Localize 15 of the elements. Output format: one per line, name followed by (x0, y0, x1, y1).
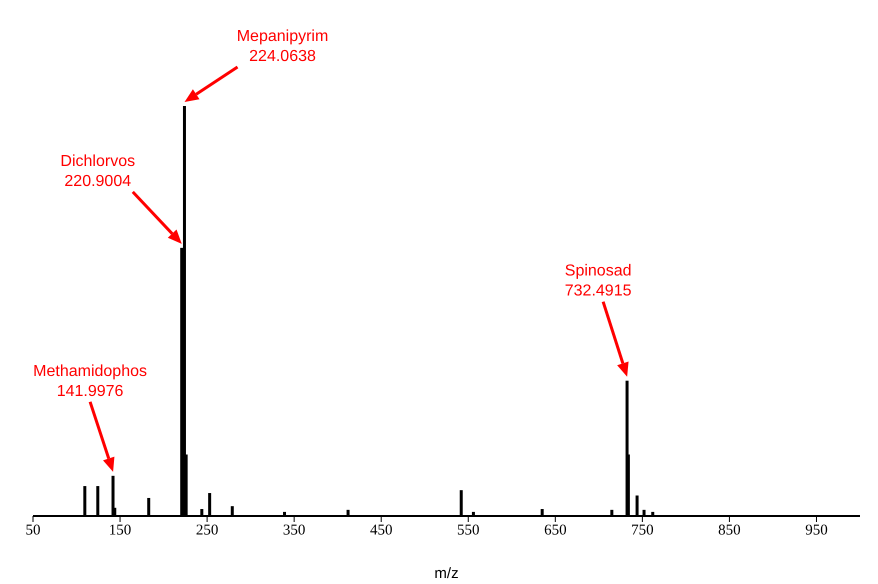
x-tick-label: 250 (196, 522, 218, 539)
x-tick-label: 350 (282, 522, 306, 539)
x-tick-label: 650 (544, 522, 567, 539)
x-tick-label: 50 (26, 522, 40, 539)
x-tick-label: 750 (631, 522, 654, 539)
x-tick-label: 850 (718, 522, 741, 539)
annotation: Spinosad 732.4915 (564, 262, 632, 300)
x-tick-label: 550 (457, 522, 480, 539)
text: Mepanipyrim 224.0638 (236, 28, 328, 65)
x-tick-label: 950 (805, 522, 828, 539)
x-axis-title: m/z (434, 565, 459, 582)
x-tick-label: 450 (370, 522, 392, 539)
x-tick-label: 150 (108, 522, 132, 539)
annotation: Dichlorvos 220.9004 (60, 152, 136, 190)
annotation: Methamidophos 141.9976 (33, 362, 148, 400)
